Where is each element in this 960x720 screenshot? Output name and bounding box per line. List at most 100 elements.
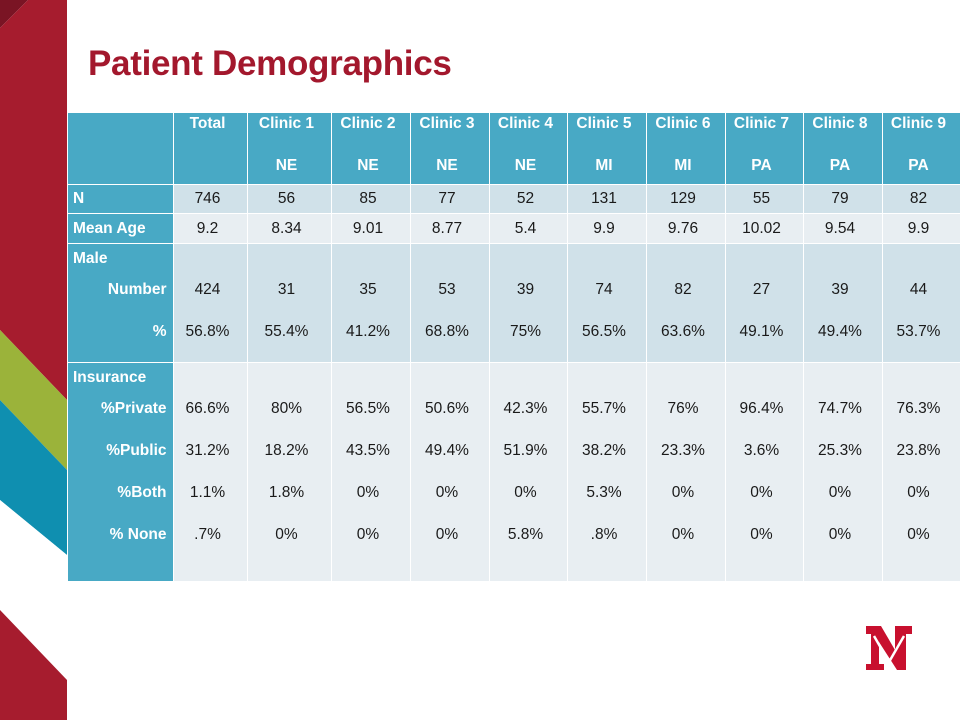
mean-age-cell: 9.9 (882, 213, 960, 244)
column-header: Clinic 6 MI (646, 113, 726, 185)
n-cell: 131 (567, 184, 647, 214)
insurance-cell: 42.3% 51.9% 0% 5.8% (489, 362, 568, 582)
column-header: Clinic 8 PA (803, 113, 883, 185)
male-cell: 39 75% (489, 243, 568, 363)
column-header-name: Clinic 5 (576, 115, 632, 132)
insurance-both-value: 0% (750, 484, 773, 501)
insurance-public-value: 25.3% (818, 442, 862, 459)
male-number-value: 39 (831, 281, 849, 298)
insurance-private-value: 42.3% (503, 400, 548, 417)
insurance-public-value: 23.3% (661, 442, 705, 459)
male-pct-label: % (152, 323, 167, 340)
male-cell: 424 56.8% (173, 243, 248, 363)
insurance-none-value: 0% (750, 526, 773, 543)
n-cell: 746 (173, 184, 248, 214)
column-header: Clinic 1 NE (247, 113, 332, 185)
insurance-cell: 96.4% 3.6% 0% 0% (725, 362, 804, 582)
male-cell: 27 49.1% (725, 243, 804, 363)
n-cell: 82 (882, 184, 960, 214)
insurance-private-value: 74.7% (818, 400, 862, 417)
male-cell: 74 56.5% (567, 243, 647, 363)
mean-age-cell: 10.02 (725, 213, 804, 244)
n-cell: 79 (803, 184, 883, 214)
row-label-male: Male Number % (68, 243, 174, 363)
column-header-name: Clinic 8 (812, 115, 868, 132)
column-header-region: MI (595, 157, 613, 174)
n-cell: 85 (331, 184, 411, 214)
column-header-region: PA (908, 157, 929, 174)
mean-age-cell: 9.9 (567, 213, 647, 244)
column-header-region: NE (436, 157, 458, 174)
column-header: Total (173, 113, 248, 185)
n-cell: 55 (725, 184, 804, 214)
column-header: Clinic 4 NE (489, 113, 568, 185)
insurance-public-value: 43.5% (346, 442, 390, 459)
insurance-none-value: 0% (907, 526, 930, 543)
row-label-mean-age: Mean Age (68, 213, 174, 244)
male-number-value: 35 (359, 281, 377, 298)
column-header-name: Clinic 1 (258, 115, 315, 132)
header-row: Total Clinic 1 NE Clinic 2 NE Clinic 3 NE Clini… (68, 113, 960, 185)
insurance-private-value: 76.3% (896, 400, 941, 417)
insurance-cell: 76% 23.3% 0% 0% (646, 362, 726, 582)
insurance-public-value: 18.2% (264, 442, 309, 459)
table-row-n: N 746 56 85 77 52 131 129 55 79 82 (68, 184, 960, 214)
column-header-region: NE (514, 157, 537, 174)
insurance-private-label: %Private (101, 400, 167, 417)
male-cell: 44 53.7% (882, 243, 960, 363)
insurance-none-value: .8% (590, 526, 618, 543)
male-number-value: 31 (277, 281, 296, 298)
column-header: Clinic 3 NE (410, 113, 490, 185)
insurance-none-value: 0% (671, 526, 695, 543)
insurance-both-value: 0% (671, 484, 695, 501)
insurance-cell: 66.6% 31.2% 1.1% .7% (173, 362, 248, 582)
male-pct-value: 49.4% (818, 323, 862, 340)
male-cell: 39 49.4% (803, 243, 883, 363)
n-cell: 129 (646, 184, 726, 214)
male-number-value: 82 (674, 281, 692, 298)
male-section-label: Male (73, 250, 108, 267)
insurance-cell: 55.7% 38.2% 5.3% .8% (567, 362, 647, 582)
insurance-public-value: 49.4% (425, 442, 469, 459)
insurance-public-value: 23.8% (896, 442, 941, 459)
male-cell: 31 55.4% (247, 243, 332, 363)
column-header-name: Clinic 6 (655, 115, 711, 132)
male-number-value: 44 (909, 281, 928, 298)
insurance-both-value: 0% (514, 484, 537, 501)
insurance-public-value: 31.2% (185, 442, 230, 459)
male-pct-value: 55.4% (264, 323, 309, 340)
insurance-cell: 74.7% 25.3% 0% 0% (803, 362, 883, 582)
column-header-name: Clinic 7 (733, 115, 790, 132)
insurance-cell: 76.3% 23.8% 0% 0% (882, 362, 960, 582)
insurance-cell: 80% 18.2% 1.8% 0% (247, 362, 332, 582)
column-header: Clinic 5 MI (567, 113, 647, 185)
table-row-mean-age: Mean Age 9.2 8.34 9.01 8.77 5.4 9.9 9.76 10.02 9… (68, 213, 960, 244)
mean-age-cell: 9.01 (331, 213, 411, 244)
male-number-label: Number (107, 281, 167, 298)
insurance-public-value: 51.9% (503, 442, 548, 459)
column-header-name: Total (189, 115, 226, 132)
mean-age-cell: 8.77 (410, 213, 490, 244)
insurance-both-value: 0% (828, 484, 852, 501)
university-n-logo-icon (866, 626, 912, 670)
male-pct-value: 53.7% (896, 323, 941, 340)
insurance-public-label: %Public (106, 442, 167, 459)
n-cell: 56 (247, 184, 332, 214)
insurance-both-value: 5.3% (586, 484, 622, 501)
mean-age-cell: 9.76 (646, 213, 726, 244)
male-number-value: 53 (438, 281, 456, 298)
insurance-none-value: .7% (194, 526, 221, 543)
n-cell: 77 (410, 184, 490, 214)
male-pct-value: 68.8% (425, 323, 469, 340)
column-header-region: PA (751, 157, 772, 174)
insurance-none-value: 0% (275, 526, 298, 543)
male-number-value: 27 (752, 281, 771, 298)
n-cell: 52 (489, 184, 568, 214)
row-label-insurance: Insurance %Private %Public %Both % None (68, 362, 174, 582)
header-corner (68, 113, 174, 185)
insurance-none-value: 0% (435, 526, 459, 543)
male-pct-value: 75% (509, 323, 542, 340)
male-number-value: 74 (595, 281, 613, 298)
insurance-none-value: 0% (828, 526, 852, 543)
column-header-region: NE (357, 157, 379, 174)
